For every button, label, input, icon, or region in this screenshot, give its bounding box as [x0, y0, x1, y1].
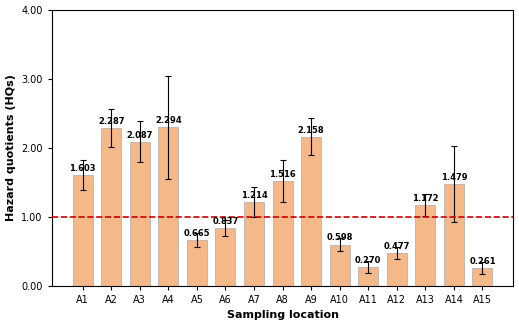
Bar [101, 128, 121, 286]
Bar [415, 205, 435, 286]
Text: 1.479: 1.479 [441, 173, 467, 182]
Y-axis label: Hazard quotients (HQs): Hazard quotients (HQs) [6, 74, 16, 221]
Text: 1.603: 1.603 [70, 164, 96, 173]
Text: 0.665: 0.665 [184, 229, 210, 238]
Bar [387, 253, 407, 286]
Text: 0.261: 0.261 [469, 257, 496, 266]
Bar [301, 137, 321, 286]
Text: 2.158: 2.158 [298, 126, 324, 135]
Text: 2.287: 2.287 [98, 117, 125, 126]
Bar [472, 268, 493, 286]
Bar [215, 228, 236, 286]
Bar [187, 240, 207, 286]
Text: 0.477: 0.477 [384, 242, 410, 251]
Bar [444, 184, 464, 286]
Text: 1.516: 1.516 [269, 170, 296, 179]
Bar [158, 127, 179, 286]
Bar [330, 244, 350, 286]
Text: 0.837: 0.837 [212, 217, 239, 226]
Text: 0.270: 0.270 [355, 256, 381, 265]
Text: 1.172: 1.172 [412, 194, 439, 203]
Bar [130, 142, 150, 286]
Text: 2.294: 2.294 [155, 116, 182, 125]
Text: 2.087: 2.087 [127, 131, 153, 140]
Bar [73, 175, 92, 286]
X-axis label: Sampling location: Sampling location [226, 310, 338, 320]
Bar [358, 267, 378, 286]
Text: 1.214: 1.214 [241, 191, 267, 200]
Bar [244, 202, 264, 286]
Text: 0.598: 0.598 [326, 233, 353, 243]
Bar [272, 181, 293, 286]
